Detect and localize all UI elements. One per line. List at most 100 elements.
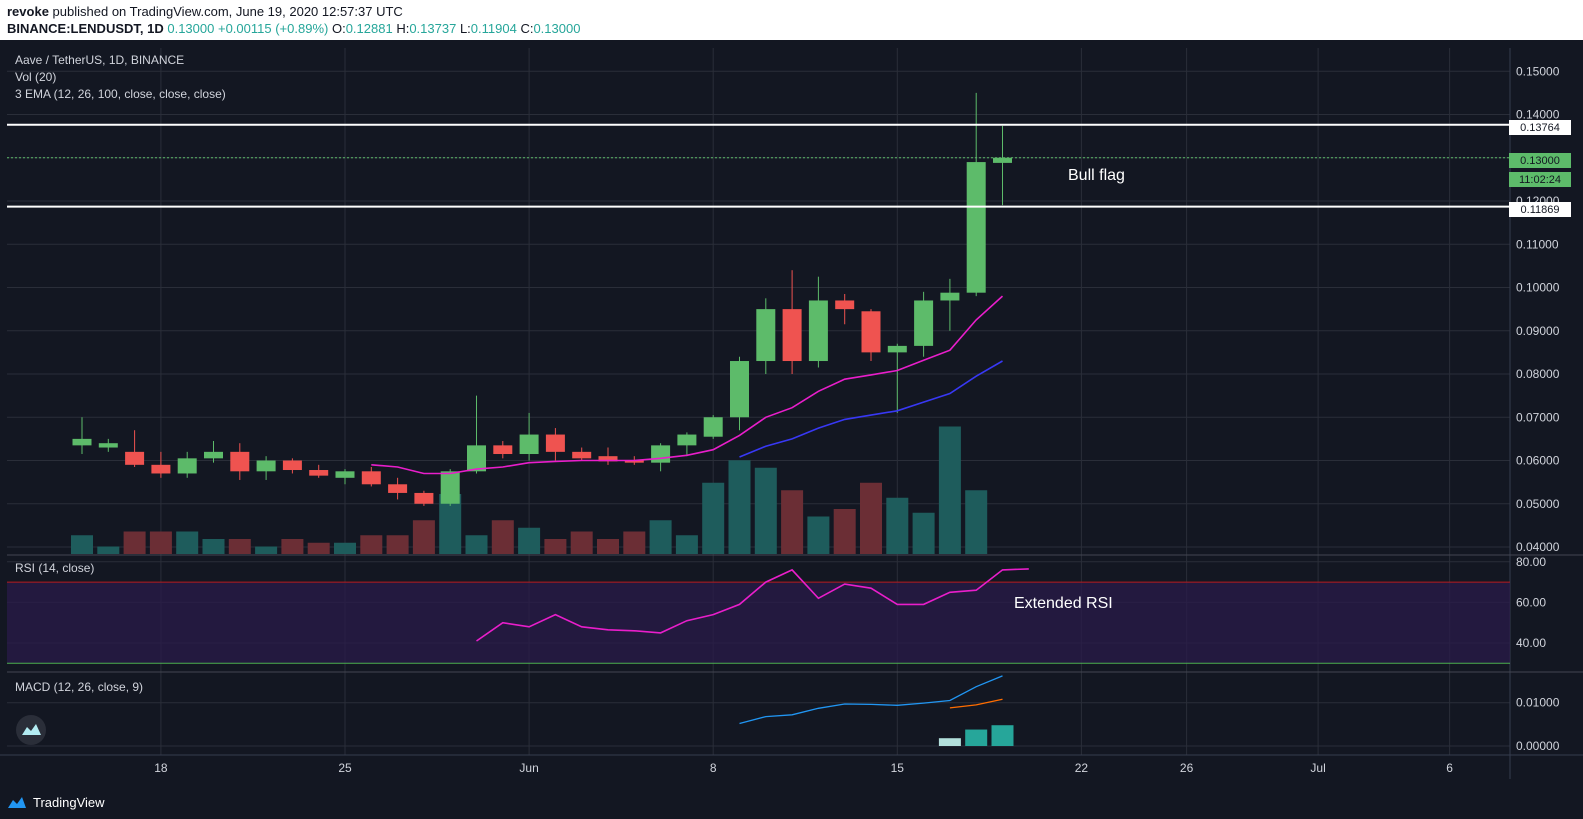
candle-body: [651, 445, 671, 463]
candle-body: [835, 300, 855, 310]
volume-bar: [833, 509, 856, 554]
svg-text:0.13764: 0.13764: [1520, 122, 1560, 134]
rsi-tick-label: 80.00: [1516, 555, 1546, 569]
candle-body: [440, 471, 460, 504]
ema-legend: 3 EMA (12, 26, 100, close, close, close): [15, 87, 226, 101]
candle-body: [730, 361, 749, 418]
signal-series: [949, 698, 1003, 709]
candle-body: [414, 492, 434, 504]
volume-bar: [228, 539, 251, 554]
candle-body: [177, 458, 197, 474]
time-tick-label: 6: [1446, 761, 1453, 775]
candle-body: [388, 484, 408, 493]
volume-bar: [307, 542, 330, 554]
volume-bar: [439, 494, 462, 554]
volume-bar: [255, 546, 278, 554]
current-price-tag: 0.13000: [1509, 153, 1571, 168]
svg-text:11:02:24: 11:02:24: [1519, 174, 1561, 186]
volume-bar: [544, 539, 567, 554]
volume-bar: [97, 546, 120, 554]
candle-body: [572, 451, 592, 459]
volume-bar: [334, 542, 356, 554]
candle-body: [677, 434, 697, 446]
macd-tick-label: 0.00000: [1516, 739, 1560, 753]
price-axes[interactable]: 0.04000 0.05000 0.06000 0.07000 0.08000 0.090…: [1516, 64, 1560, 753]
price-tick-label: 0.10000: [1516, 281, 1560, 295]
volume-bar: [781, 490, 804, 554]
volume-bar: [123, 531, 146, 554]
bull-flag-annotation: Bull flag: [1068, 167, 1125, 184]
price-tick-label: 0.07000: [1516, 410, 1560, 424]
candle-body: [361, 471, 381, 485]
volume-bar: [702, 482, 725, 554]
volume-bar: [176, 531, 199, 554]
footer-brand[interactable]: TradingView: [8, 795, 105, 810]
symbol-line: BINANCE:LENDUSDT, 1D 0.13000 +0.00115 (+…: [7, 21, 580, 36]
countdown-tag: 11:02:24: [1509, 172, 1571, 187]
ema-12-line: [371, 295, 1004, 475]
rsi-line: [476, 568, 1029, 642]
volume-bar: [860, 482, 882, 554]
candle-body: [467, 445, 486, 472]
candle-body: [887, 345, 907, 353]
time-tick-label: 22: [1075, 761, 1089, 775]
rsi-legend: RSI (14, close): [15, 561, 94, 575]
candle-body: [204, 451, 223, 459]
svg-text:0.13000: 0.13000: [1520, 155, 1560, 167]
time-tick-label: Jun: [519, 761, 538, 775]
candle-body: [756, 309, 776, 362]
svg-text:0.11869: 0.11869: [1521, 204, 1560, 216]
volume-bar: [281, 539, 304, 554]
volume-legend: Vol (20): [15, 70, 56, 84]
price-tick-label: 0.11000: [1516, 237, 1559, 251]
volume-bar: [649, 520, 672, 554]
brand-name: TradingView: [33, 795, 105, 810]
resistance-price-tag: 0.13764: [1509, 120, 1571, 135]
volume-bar: [886, 497, 909, 554]
cloud-logo-icon: [22, 724, 41, 735]
low-label: L:: [459, 21, 471, 36]
support-price-tag: 0.11869: [1509, 202, 1571, 217]
volume-bar: [386, 535, 409, 554]
candle-body: [808, 300, 828, 362]
price-tick-label: 0.09000: [1516, 324, 1560, 338]
rsi-tick-label: 60.00: [1516, 595, 1546, 609]
rsi-band: [7, 581, 1510, 664]
volume-bar: [360, 535, 383, 554]
candle-body: [782, 309, 802, 362]
time-tick-label: Jul: [1310, 761, 1325, 775]
price-tick-label: 0.15000: [1516, 64, 1560, 78]
candle-body: [493, 445, 513, 455]
volume-bars: [71, 426, 988, 554]
open-value: 0.12881: [345, 21, 393, 36]
macd-histogram-bar: [991, 725, 1014, 746]
volume-bar: [412, 520, 435, 554]
candle-body: [861, 311, 881, 353]
tradingview-logo-icon: [8, 797, 26, 808]
price-tick-label: 0.06000: [1516, 454, 1560, 468]
volume-bar: [491, 520, 514, 554]
pane-frames: [0, 48, 1583, 779]
tradingview-badge[interactable]: [16, 715, 46, 745]
time-tick-label: 8: [710, 761, 717, 775]
candle-body: [703, 417, 723, 437]
time-axis[interactable]: 18 25 Jun 8 15 22 26 Jul 6: [154, 761, 1453, 775]
candles[interactable]: [72, 92, 1013, 506]
author-name[interactable]: revoke: [7, 4, 49, 19]
published-text: published on TradingView.com, June 19, 2…: [52, 4, 403, 19]
volume-bar: [807, 516, 830, 554]
volume-bar: [938, 426, 961, 554]
candle-body: [914, 300, 934, 346]
horizontal-levels[interactable]: [7, 123, 1510, 208]
volume-bar: [754, 467, 777, 554]
chart-title: Aave / TetherUS, 1D, BINANCE: [15, 53, 184, 67]
time-tick-label: 18: [154, 761, 168, 775]
candle-body: [335, 471, 355, 478]
volume-bar: [597, 539, 619, 554]
volume-bar: [465, 535, 488, 554]
macd-histogram-bar: [938, 738, 961, 746]
volume-bar: [202, 539, 225, 554]
volume-bar: [965, 490, 988, 554]
volume-bar: [912, 512, 935, 554]
